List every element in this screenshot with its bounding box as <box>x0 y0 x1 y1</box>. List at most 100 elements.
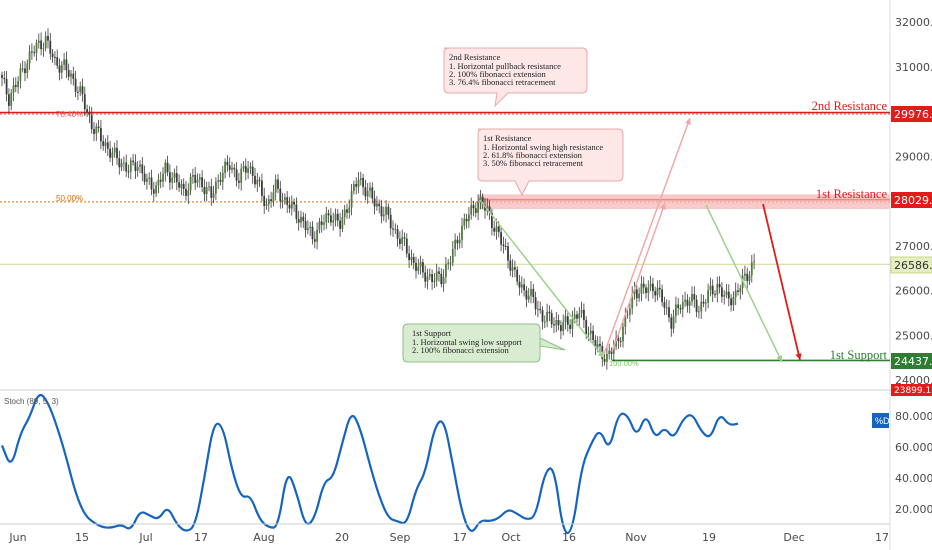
fib-50-label: 50.00% <box>56 194 83 203</box>
candle-body <box>385 206 387 215</box>
candlestick-series <box>1 28 755 370</box>
x-tick-label: 17 <box>875 531 889 544</box>
candle-body <box>688 301 691 306</box>
candle-body <box>472 205 475 209</box>
candle-body <box>330 215 332 223</box>
candle-body <box>320 221 323 225</box>
candle-body <box>624 315 627 327</box>
candle-body <box>645 287 647 294</box>
note-support-1-box <box>402 323 541 363</box>
candle-body <box>435 271 438 281</box>
candle-body <box>332 220 335 223</box>
candle-body <box>714 294 716 296</box>
candle-body <box>5 79 8 95</box>
candle-body <box>201 177 203 188</box>
candle-body <box>431 274 433 282</box>
candle-body <box>635 289 638 299</box>
stoch-y-axis: 80.0000 60.0000 40.0000 20.0000 <box>895 410 932 516</box>
candle-body <box>380 206 383 217</box>
badge-support-1-text: 24437.6 <box>894 355 932 368</box>
candle-body <box>656 287 659 296</box>
x-tick-label: 16 <box>562 531 576 544</box>
candle-body <box>422 262 424 273</box>
candle-body <box>348 207 351 213</box>
candle-body <box>693 293 696 300</box>
candle-body <box>709 285 712 291</box>
note-support-1-line-2: 2. 100% fibonacci extension <box>412 345 510 355</box>
candle-body <box>612 346 615 354</box>
x-tick-label: Jul <box>138 531 152 544</box>
candle-body <box>327 213 330 216</box>
candle-body <box>507 246 509 261</box>
candle-body <box>274 179 277 193</box>
candle-body <box>456 239 459 244</box>
candle-body <box>746 273 749 281</box>
candle-body <box>447 262 450 265</box>
candle-body <box>56 57 59 66</box>
arrow-swing-down <box>479 199 605 359</box>
candle-body <box>585 319 588 335</box>
candle-body <box>357 180 360 187</box>
x-tick-label: Aug <box>253 531 274 544</box>
candle-body <box>224 161 226 173</box>
candle-body <box>566 316 569 325</box>
candle-body <box>72 73 75 79</box>
candle-body <box>675 304 677 316</box>
candle-body <box>12 85 15 94</box>
candle-body <box>488 206 491 213</box>
candle-body <box>405 238 408 254</box>
fib-100-label: 100.00% <box>609 359 639 368</box>
x-tick-label: Jun <box>8 531 26 544</box>
candle-body <box>426 276 429 282</box>
arrow-to-resistance-1 <box>611 202 666 353</box>
candle-body <box>541 310 544 322</box>
candle-body <box>649 283 652 288</box>
candle-body <box>189 176 192 191</box>
candle-body <box>270 199 272 202</box>
candle-body <box>185 189 187 196</box>
candle-body <box>251 166 254 176</box>
candle-body <box>454 239 456 249</box>
candle-body <box>433 280 436 282</box>
candle-body <box>341 217 344 229</box>
candle-body <box>129 160 132 172</box>
candle-body <box>44 35 47 49</box>
note-resistance-2-line-2: 2. 100% fibonacci extension <box>449 69 547 79</box>
candle-body <box>408 253 410 261</box>
candle-body <box>658 287 661 290</box>
candle-body <box>28 51 31 64</box>
candle-body <box>10 93 13 106</box>
candle-body <box>509 260 512 271</box>
candle-body <box>157 179 160 186</box>
candle-body <box>109 148 111 158</box>
candle-body <box>127 171 130 173</box>
candle-body <box>732 297 735 306</box>
candle-body <box>261 180 263 196</box>
candle-body <box>244 166 247 173</box>
note-support-1-pointer <box>539 337 566 351</box>
candle-body <box>428 274 431 277</box>
candle-body <box>491 212 493 229</box>
candle-body <box>316 229 318 242</box>
candle-body <box>750 262 753 276</box>
note-resistance-1-line-2: 2. 61.8% fibonacci extension <box>483 150 583 160</box>
candle-body <box>47 35 49 41</box>
note-support-1: 1st Support 1. Horizontal swing low supp… <box>402 323 566 363</box>
candle-body <box>293 202 295 205</box>
candle-body <box>638 293 640 299</box>
candle-body <box>631 293 634 309</box>
candle-body <box>132 160 134 163</box>
candle-body <box>313 239 316 242</box>
candle-body <box>502 244 505 246</box>
candle-body <box>281 199 284 202</box>
candle-body <box>497 226 500 233</box>
candle-body <box>198 177 201 180</box>
candle-body <box>93 129 95 134</box>
candle-body <box>550 313 553 325</box>
candle-body <box>532 288 535 298</box>
candle-body <box>739 288 742 292</box>
candle-body <box>419 262 422 267</box>
candle-body <box>463 218 466 226</box>
candle-body <box>171 177 174 183</box>
